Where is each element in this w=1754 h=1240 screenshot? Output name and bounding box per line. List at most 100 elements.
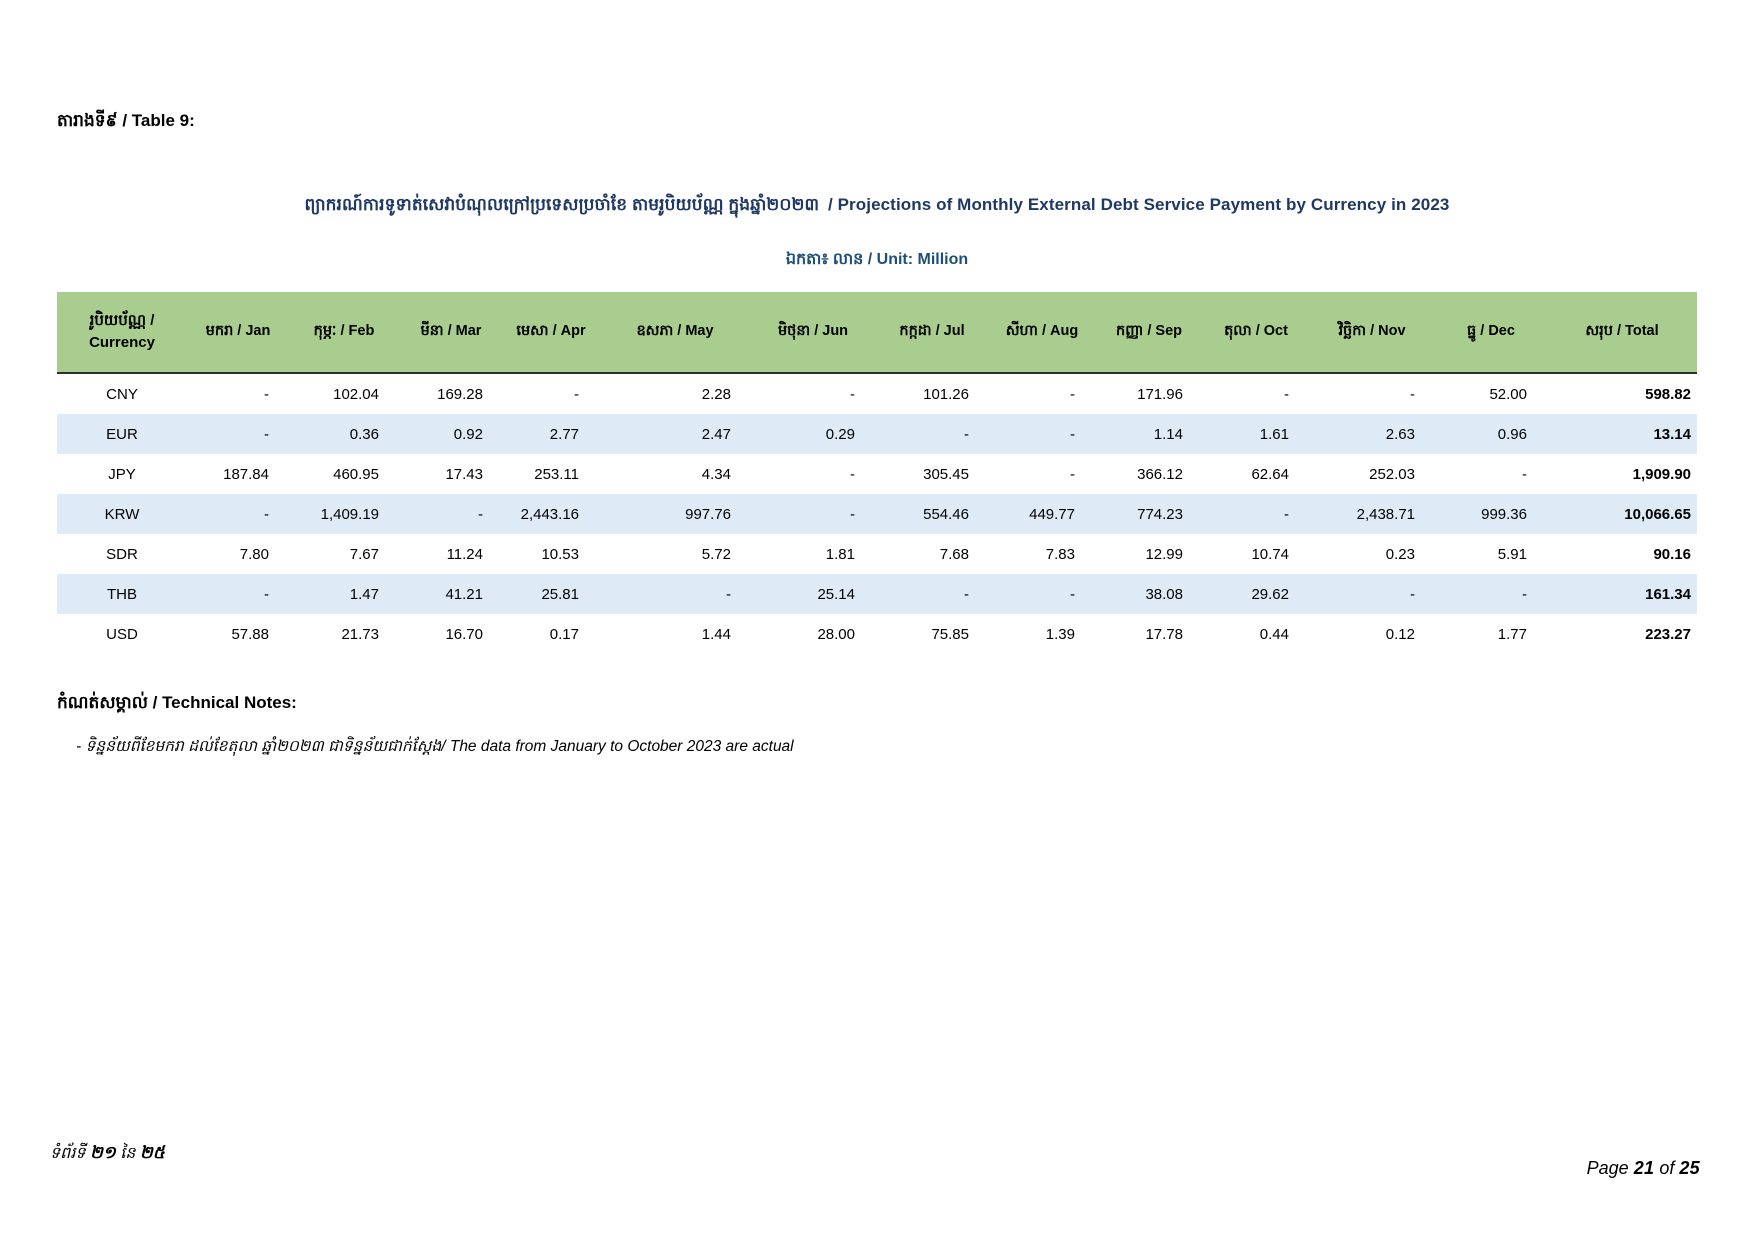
month-value-cell: 0.12: [1385, 625, 1415, 643]
month-value-cell: 21.73: [341, 625, 379, 643]
col-header-sep: កញ្ញា / Sep: [1095, 292, 1203, 374]
col-header-currency-khmer: រូបិយប័ណ្ណ /: [89, 311, 155, 329]
month-value-cell: 7.68: [939, 545, 969, 563]
page-number-english: Page 21 of 25: [1587, 1158, 1700, 1179]
month-value-cell: 7.83: [1045, 545, 1075, 563]
col-header-currency-english: Currency: [89, 334, 155, 351]
month-value-cell: 10.53: [541, 545, 579, 563]
month-value-cell: 29.62: [1251, 585, 1289, 603]
month-value-cell: 2.47: [701, 425, 731, 443]
footer-english-page: 21: [1633, 1158, 1655, 1178]
month-value-cell: -: [264, 425, 269, 443]
title-khmer: ព្យាករណ៍ការទូទាត់សេវាបំណុលក្រៅប្រទេសប្រច…: [304, 195, 820, 214]
col-header-jul: កក្កដា / Jul: [875, 292, 989, 374]
month-value-cell: -: [1522, 585, 1527, 603]
table-row: CNY - 102.04 169.28 - 2.28 - 101.26 - 171.96 - - 52.…: [57, 373, 1697, 414]
col-header-oct: តុលា / Oct: [1203, 292, 1309, 374]
month-value-cell: 2.63: [1385, 425, 1415, 443]
currency-code-cell: USD: [106, 625, 138, 643]
table-row: THB - 1.47 41.21 25.81 - 25.14 - - 38.08 29.62 - - 16…: [57, 574, 1697, 614]
col-header-jan: មករា / Jan: [187, 292, 289, 374]
month-value-cell: 52.00: [1489, 385, 1527, 403]
currency-code-cell: EUR: [106, 425, 138, 443]
total-value-cell: 598.82: [1645, 385, 1691, 403]
month-value-cell: 11.24: [446, 545, 483, 563]
table-row: USD 57.88 21.73 16.70 0.17 1.44 28.00 75.85 1.39…: [57, 614, 1697, 654]
month-value-cell: 17.78: [1145, 625, 1183, 643]
month-value-cell: 5.72: [701, 545, 731, 563]
month-value-cell: 7.67: [349, 545, 379, 563]
page-number-khmer: ទំព័រទី ២១ នៃ ២៥: [50, 1142, 165, 1167]
footer-khmer-prefix: ទំព័រទី: [50, 1145, 86, 1162]
col-header-mar: មីនា / Mar: [399, 292, 503, 374]
month-value-cell: 0.96: [1497, 425, 1527, 443]
table-row: EUR - 0.36 0.92 2.77 2.47 0.29 - - 1.14 1.61 2.63 0.…: [57, 414, 1697, 454]
month-value-cell: 252.03: [1369, 465, 1415, 483]
month-value-cell: 0.17: [549, 625, 579, 643]
col-header-apr: មេសា / Apr: [503, 292, 599, 374]
month-value-cell: 1.81: [825, 545, 855, 563]
month-value-cell: 57.88: [231, 625, 269, 643]
month-value-cell: 1.77: [1497, 625, 1527, 643]
month-value-cell: 0.23: [1385, 545, 1415, 563]
footer-english-total: 25: [1679, 1158, 1700, 1178]
month-value-cell: 1.44: [701, 625, 731, 643]
footer-english-of: of: [1659, 1158, 1675, 1178]
total-value-cell: 10,066.65: [1624, 505, 1691, 523]
month-value-cell: 10.74: [1251, 545, 1289, 563]
month-value-cell: 25.14: [817, 585, 855, 603]
month-value-cell: 0.44: [1259, 625, 1289, 643]
month-value-cell: -: [264, 585, 269, 603]
footer-english-prefix: Page: [1586, 1158, 1629, 1178]
month-value-cell: -: [850, 465, 855, 483]
currency-code-cell: KRW: [104, 505, 140, 523]
month-value-cell: 305.45: [923, 465, 969, 483]
month-value-cell: 1.39: [1045, 625, 1075, 643]
month-value-cell: 12.99: [1145, 545, 1183, 563]
table-number-label: តារាងទី៩ / Table 9:: [57, 111, 195, 130]
month-value-cell: 2.28: [701, 385, 731, 403]
table-row: KRW - 1,409.19 - 2,443.16 997.76 - 554.46 449.77…: [57, 494, 1697, 534]
col-header-currency: រូបិយប័ណ្ណ / Currency: [57, 292, 187, 374]
month-value-cell: -: [964, 585, 969, 603]
month-value-cell: 2,443.16: [520, 505, 579, 523]
month-value-cell: 5.91: [1497, 545, 1527, 563]
month-value-cell: 0.92: [453, 425, 483, 443]
month-value-cell: 25.81: [541, 585, 579, 603]
month-value-cell: -: [1522, 465, 1527, 483]
month-value-cell: 774.23: [1137, 505, 1183, 523]
month-value-cell: 4.34: [701, 465, 731, 483]
month-value-cell: -: [1070, 585, 1075, 603]
month-value-cell: 997.76: [685, 505, 731, 523]
col-header-nov: វិច្ឆិកា / Nov: [1309, 292, 1435, 374]
month-value-cell: -: [1070, 385, 1075, 403]
month-value-cell: -: [850, 385, 855, 403]
month-value-cell: 102.04: [333, 385, 379, 403]
month-value-cell: 171.96: [1137, 385, 1183, 403]
month-value-cell: -: [1410, 585, 1415, 603]
month-value-cell: 460.95: [333, 465, 379, 483]
total-value-cell: 1,909.90: [1632, 465, 1691, 483]
month-value-cell: 169.28: [437, 385, 483, 403]
footer-khmer-of: នៃ: [120, 1145, 136, 1162]
month-value-cell: -: [574, 385, 579, 403]
col-header-jun: មិថុនា / Jun: [751, 292, 875, 374]
title-english: / Projections of Monthly External Debt S…: [827, 195, 1450, 214]
footer-khmer-total: ២៥: [139, 1143, 165, 1162]
total-value-cell: 161.34: [1645, 585, 1691, 603]
month-value-cell: 999.36: [1481, 505, 1527, 523]
col-header-dec: ធ្នូ / Dec: [1435, 292, 1547, 374]
month-value-cell: 1.61: [1259, 425, 1289, 443]
month-value-cell: 253.11: [534, 465, 579, 483]
col-header-feb: កុម្ភៈ / Feb: [289, 292, 399, 374]
month-value-cell: 0.36: [349, 425, 379, 443]
month-value-cell: 101.26: [923, 385, 969, 403]
month-value-cell: 0.29: [825, 425, 855, 443]
month-value-cell: 41.21: [445, 585, 483, 603]
technical-note-item: - ទិន្នន័យពីខែមករា ដល់ខែតុលា ឆ្នាំ២០២៣ ជ…: [76, 738, 794, 755]
header-row: រូបិយប័ណ្ណ / Currency មករា / Jan កុម្ភៈ …: [57, 292, 1697, 374]
month-value-cell: 449.77: [1029, 505, 1075, 523]
month-value-cell: 16.70: [445, 625, 483, 643]
debt-service-table: រូបិយប័ណ្ណ / Currency មករា / Jan កុម្ភៈ …: [57, 292, 1697, 654]
footer-khmer-page: ២១: [90, 1143, 116, 1162]
